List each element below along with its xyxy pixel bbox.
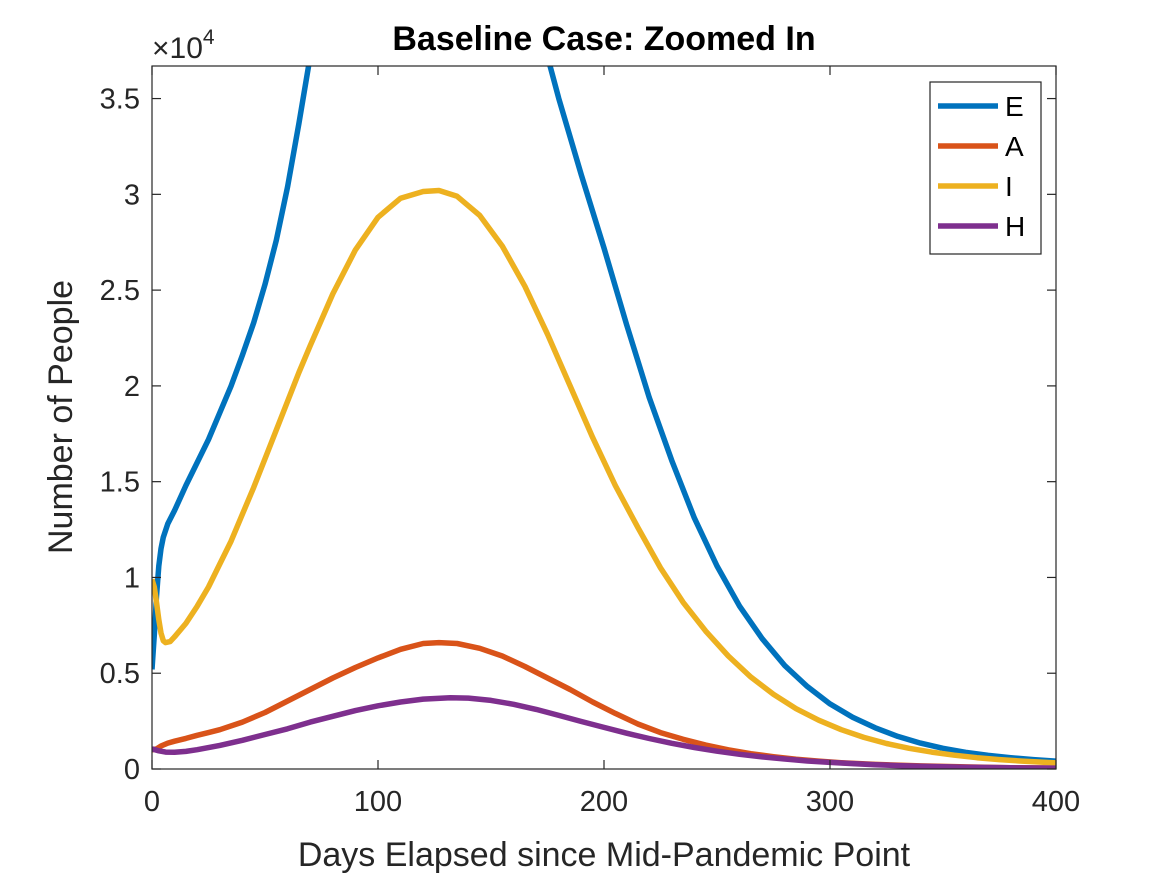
y-tick-label: 2.5 [100, 275, 140, 307]
x-tick-label: 0 [144, 786, 160, 818]
series-line-e [152, 66, 1056, 764]
series-line-i [152, 187, 1056, 766]
x-axis-ticks: 0 100 200 300 400 [144, 66, 1080, 818]
plot-area [152, 66, 1056, 769]
series-line-h [152, 694, 1056, 769]
y-axis-exponent: ×104 [152, 26, 215, 65]
x-axis-label: Days Elapsed since Mid-Pandemic Point [298, 836, 911, 874]
y-tick-label: 2 [124, 371, 140, 403]
y-axis-exponent-times: × [152, 32, 170, 65]
x-tick-label: 300 [806, 786, 854, 818]
y-tick-label: 0.5 [100, 658, 140, 690]
y-tick-label: 1.5 [100, 467, 140, 499]
y-tick-label: 3.5 [100, 84, 140, 116]
legend-label-h: H [1005, 211, 1025, 242]
chart-title: Baseline Case: Zoomed In [392, 20, 815, 58]
y-axis-exponent-base: 10 [170, 32, 203, 65]
legend-label-i: I [1005, 171, 1013, 202]
y-axis-exponent-power: 4 [203, 26, 215, 49]
legend-label-a: A [1005, 131, 1024, 162]
legend-label-e: E [1005, 91, 1024, 122]
y-tick-label: 3 [124, 179, 140, 211]
x-tick-label: 100 [354, 786, 402, 818]
series-group [152, 66, 1056, 769]
y-tick-label: 1 [124, 562, 140, 594]
y-axis-label: Number of People [42, 280, 80, 554]
x-tick-label: 200 [580, 786, 628, 818]
y-tick-label: 0 [124, 754, 140, 786]
x-tick-label: 400 [1032, 786, 1080, 818]
y-axis-ticks: 0 0.5 1 1.5 2 2.5 3 3.5 [100, 84, 1056, 786]
